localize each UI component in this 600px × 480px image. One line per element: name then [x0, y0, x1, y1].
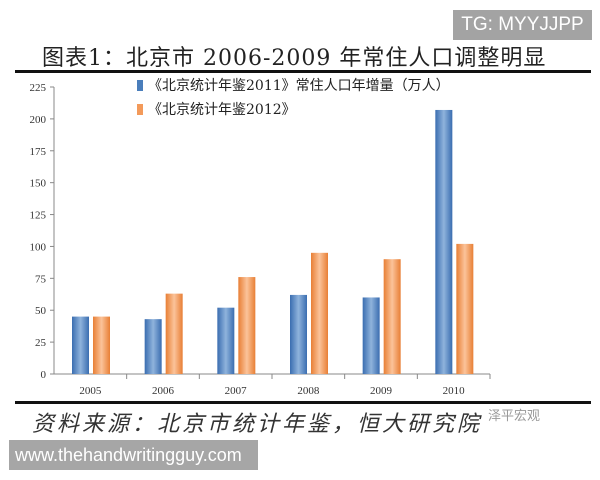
y-tick-label: 100 [30, 241, 47, 253]
y-tick-label: 75 [35, 273, 47, 285]
y-tick-label: 125 [30, 210, 47, 222]
bar-2006-series-1 [144, 319, 162, 374]
bar-2005-series-2 [93, 316, 110, 374]
y-tick-label: 225 [30, 82, 47, 94]
x-tick-label: 2005 [79, 385, 102, 397]
x-tick-label: 2008 [297, 385, 320, 397]
y-tick-label: 200 [30, 114, 47, 126]
bar-2006-series-2 [165, 293, 183, 374]
bar-2008-series-1 [290, 294, 307, 374]
bar-2008-series-2 [311, 252, 328, 374]
legend-label-1: 《北京统计年鉴2011》常住人口年增量（万人） [148, 78, 450, 94]
y-tick-label: 25 [35, 337, 47, 349]
legend-swatch-1 [137, 80, 143, 91]
x-tick-label: 2006 [152, 385, 175, 397]
brand-logo: 泽平宏观 [488, 409, 541, 424]
watermark-top: TG: MYYJJPP [453, 10, 592, 40]
x-tick-label: 2007 [225, 385, 248, 397]
bar-2010-series-1 [435, 109, 453, 375]
watermark-bottom: www.thehandwritingguy.com [9, 440, 258, 470]
y-tick-label: 50 [35, 305, 47, 317]
bottom-rule [15, 401, 591, 404]
bar-2010-series-2 [456, 243, 474, 374]
bar-2009-series-2 [383, 259, 401, 374]
legend-swatch-2 [137, 104, 143, 115]
x-tick-label: 2009 [370, 385, 393, 397]
bar-2007-series-1 [217, 307, 235, 374]
bar-2007-series-2 [238, 277, 256, 374]
y-tick-label: 0 [41, 369, 47, 381]
bar-chart: 0 25 50 75 100 125 150 175 200 225 2005 2006 2007 200… [30, 78, 491, 397]
y-tick-label: 150 [30, 178, 47, 190]
source-note: 资料来源：北京市统计年鉴，恒大研究院 [32, 412, 483, 437]
y-tick-label: 175 [30, 146, 47, 158]
bar-2009-series-1 [362, 297, 380, 374]
top-rule [15, 70, 591, 73]
legend-label-2: 《北京统计年鉴2012》 [148, 102, 296, 118]
figure-title: 图表1：北京市 2006-2009 年常住人口调整明显 [42, 46, 547, 71]
bar-2005-series-1 [72, 316, 89, 374]
x-tick-label: 2010 [443, 385, 466, 397]
